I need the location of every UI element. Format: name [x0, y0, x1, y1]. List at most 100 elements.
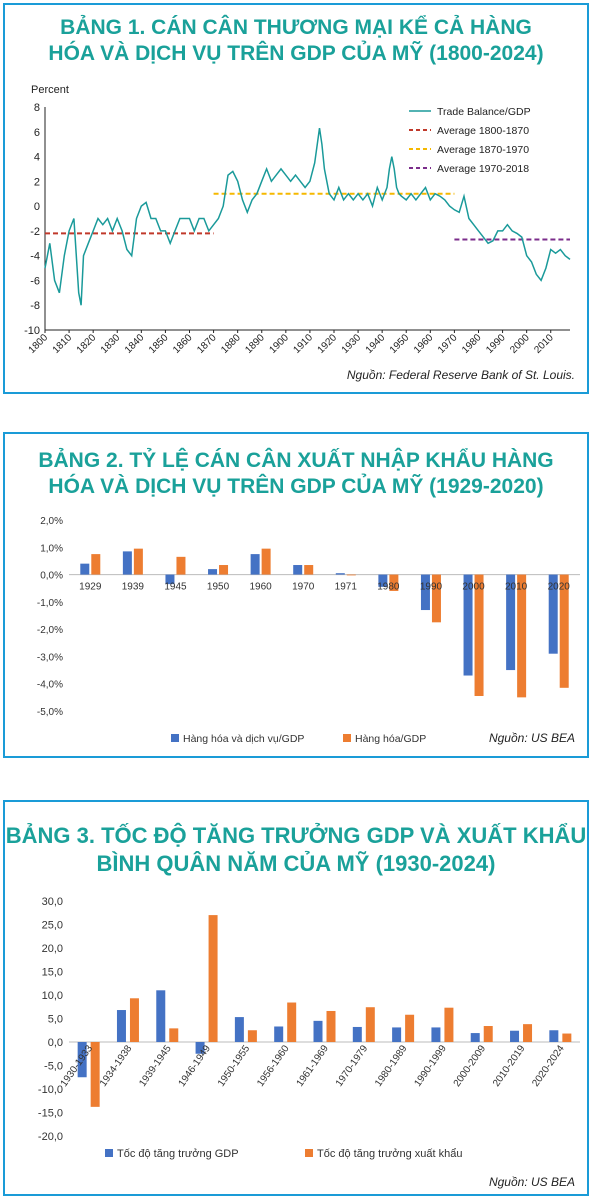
chart-1-y-tick-label: 2 [34, 176, 40, 188]
chart-2-bar-b [133, 548, 143, 575]
chart-1-legend-label: Average 1800-1870 [437, 125, 529, 137]
chart-1-x-tick-label: 1920 [316, 332, 340, 356]
chart-3-y-tick-label: 0,0 [48, 1037, 63, 1049]
chart-2-y-tick-label: 0,0% [40, 571, 63, 582]
chart-3-category-label: 1930-1933 [59, 1043, 96, 1089]
chart-3-y-tick-label: 15,0 [42, 967, 63, 979]
chart-2-bar-b [261, 548, 271, 575]
chart-2-category-label: 2020 [548, 582, 571, 593]
chart-3-y-tick-label: 20,0 [42, 943, 63, 955]
chart-2-svg: 2,0% 1,0% 0,0% -1,0% -2,0% -3,0% -4,0% -5,0% 192… [37, 516, 580, 745]
chart-2-title-line1: BẢNG 2. TỶ LỆ CÁN CÂN XUẤT NHẬP KHẨU HÀN… [38, 449, 554, 472]
chart-2-y-tick-label: -5,0% [37, 707, 63, 718]
chart-2-bar-a [463, 574, 473, 676]
chart-2-legend-label: Hàng hóa/GDP [355, 733, 426, 745]
chart-panel-3: BẢNG 3. TỐC ĐỘ TĂNG TRƯỞNG GDP VÀ XUẤT K… [3, 800, 589, 1196]
chart-3-y-tick-label: -5,0 [44, 1061, 63, 1073]
chart-1-legend-label: Average 1870-1970 [437, 144, 529, 156]
chart-3-y-tick-label: 5,0 [48, 1014, 63, 1026]
chart-2-bar-a [250, 554, 260, 575]
chart-1-y-tick-label: -4 [30, 251, 40, 263]
chart-1-y-tick-label: -8 [30, 300, 40, 312]
chart-3-bar-a [431, 1027, 441, 1042]
chart-1-x-tick-label: 1820 [75, 332, 99, 356]
chart-1-x-tick-label: 1990 [484, 332, 508, 356]
chart-1-y-tick-label: 4 [34, 152, 40, 164]
chart-3-title-line1: BẢNG 3. TỐC ĐỘ TĂNG TRƯỞNG GDP VÀ XUẤT K… [5, 823, 587, 848]
chart-3-bar-a [195, 1042, 205, 1054]
chart-2-bar-a [122, 551, 132, 575]
chart-2-category-label: 1945 [164, 582, 187, 593]
chart-3-bar-a [549, 1030, 559, 1042]
chart-3-bar-b [326, 1010, 336, 1042]
chart-2-legend-swatch [171, 734, 179, 742]
chart-2-category-label: 1990 [420, 582, 443, 593]
chart-3-legend-label: Tốc độ tăng trưởng GDP [117, 1148, 239, 1160]
chart-1-x-tick-label: 1870 [195, 332, 219, 356]
chart-1-x-tick-label: 1830 [99, 332, 123, 356]
chart-1-ylabel: Percent [31, 84, 69, 96]
chart-3-y-tick-label: -15,0 [38, 1108, 63, 1120]
chart-2-bar-a [506, 574, 516, 671]
chart-2-bar-a [208, 569, 218, 575]
chart-3-bar-b [90, 1042, 100, 1107]
chart-1-x-tick-label: 1840 [123, 332, 147, 356]
chart-3-bar-b [247, 1030, 257, 1042]
chart-1-x-tick-label: 1960 [412, 332, 436, 356]
chart-1-x-tick-label: 1970 [436, 332, 460, 356]
chart-3-y-tick-label: 25,0 [42, 920, 63, 932]
chart-3-bar-b [405, 1014, 415, 1042]
chart-3-category-label: 1939-1945 [137, 1043, 174, 1089]
chart-1-x-tick-label: 1880 [219, 332, 243, 356]
chart-2-bar-a [293, 565, 303, 575]
chart-2-title: BẢNG 2. TỶ LỆ CÁN CÂN XUẤT NHẬP KHẨU HÀN… [5, 448, 587, 500]
chart-3-category-label: 1970-1979 [334, 1043, 371, 1089]
chart-1-x-tick-label: 1950 [388, 332, 412, 356]
chart-2-y-tick-label: 1,0% [40, 543, 63, 554]
chart-3-bar-a [470, 1033, 480, 1042]
chart-2-bar-a [548, 574, 558, 654]
chart-panel-2: BẢNG 2. TỶ LỆ CÁN CÂN XUẤT NHẬP KHẨU HÀN… [3, 432, 589, 758]
chart-2-bar-b [176, 556, 186, 575]
chart-3-y-tick-label: 30,0 [42, 896, 63, 908]
chart-2-source: Nguồn: US BEA [489, 731, 575, 745]
chart-2-category-label: 2000 [462, 582, 485, 593]
chart-2-y-tick-label: -2,0% [37, 625, 63, 636]
chart-2-bar-a [80, 563, 90, 575]
chart-3-category-label: 2010-2019 [491, 1043, 528, 1089]
chart-1-x-tick-label: 1850 [147, 332, 171, 356]
chart-3-bar-b [129, 998, 139, 1042]
chart-2-y-tick-label: -3,0% [37, 652, 63, 663]
chart-1-title-line2: HÓA VÀ DỊCH VỤ TRÊN GDP CỦA MỸ (1800-202… [48, 42, 544, 65]
chart-3-bar-a [234, 1017, 244, 1042]
chart-3-legend-swatch [305, 1149, 313, 1157]
chart-1-legend-label: Average 1970-2018 [437, 163, 529, 175]
chart-3-y-tick-label: -10,0 [38, 1084, 63, 1096]
chart-3-bar-a [392, 1027, 402, 1042]
chart-2-title-line2: HÓA VÀ DỊCH VỤ TRÊN GDP CỦA MỸ (1929-202… [48, 475, 544, 498]
chart-1-x-tick-label: 1940 [364, 332, 388, 356]
chart-1-x-tick-label: 2010 [532, 332, 556, 356]
chart-3-category-label: 1980-1989 [373, 1043, 410, 1089]
chart-2-legend-label: Hàng hóa và dịch vụ/GDP [183, 733, 304, 745]
chart-3-bar-b [169, 1028, 179, 1042]
chart-2-legend-swatch [343, 734, 351, 742]
chart-1-y-tick-label: -2 [30, 226, 40, 238]
chart-2-bar-b [431, 574, 441, 623]
chart-2-bar-a [378, 574, 388, 587]
chart-3-bar-a [313, 1020, 323, 1042]
chart-1-y-tick-label: 0 [34, 201, 40, 213]
chart-1-x-tick-label: 1890 [243, 332, 267, 356]
chart-2-bar-b [389, 574, 399, 591]
chart-2-bar-a [165, 574, 175, 585]
chart-3-title: BẢNG 3. TỐC ĐỘ TĂNG TRƯỞNG GDP VÀ XUẤT K… [5, 822, 587, 878]
chart-1-x-tick-label: 2000 [508, 332, 532, 356]
chart-3-category-label: 1961-1969 [295, 1043, 332, 1089]
chart-3-bar-a [77, 1042, 87, 1078]
chart-3-category-label: 2000-2009 [452, 1043, 489, 1089]
chart-1-x-tick-label: 1980 [460, 332, 484, 356]
chart-1-x-tick-label: 1900 [267, 332, 291, 356]
chart-1-source: Nguồn: Federal Reserve Bank of St. Louis… [346, 368, 575, 382]
chart-2-category-label: 2010 [505, 582, 528, 593]
chart-1-x-tick-label: 1810 [51, 332, 75, 356]
